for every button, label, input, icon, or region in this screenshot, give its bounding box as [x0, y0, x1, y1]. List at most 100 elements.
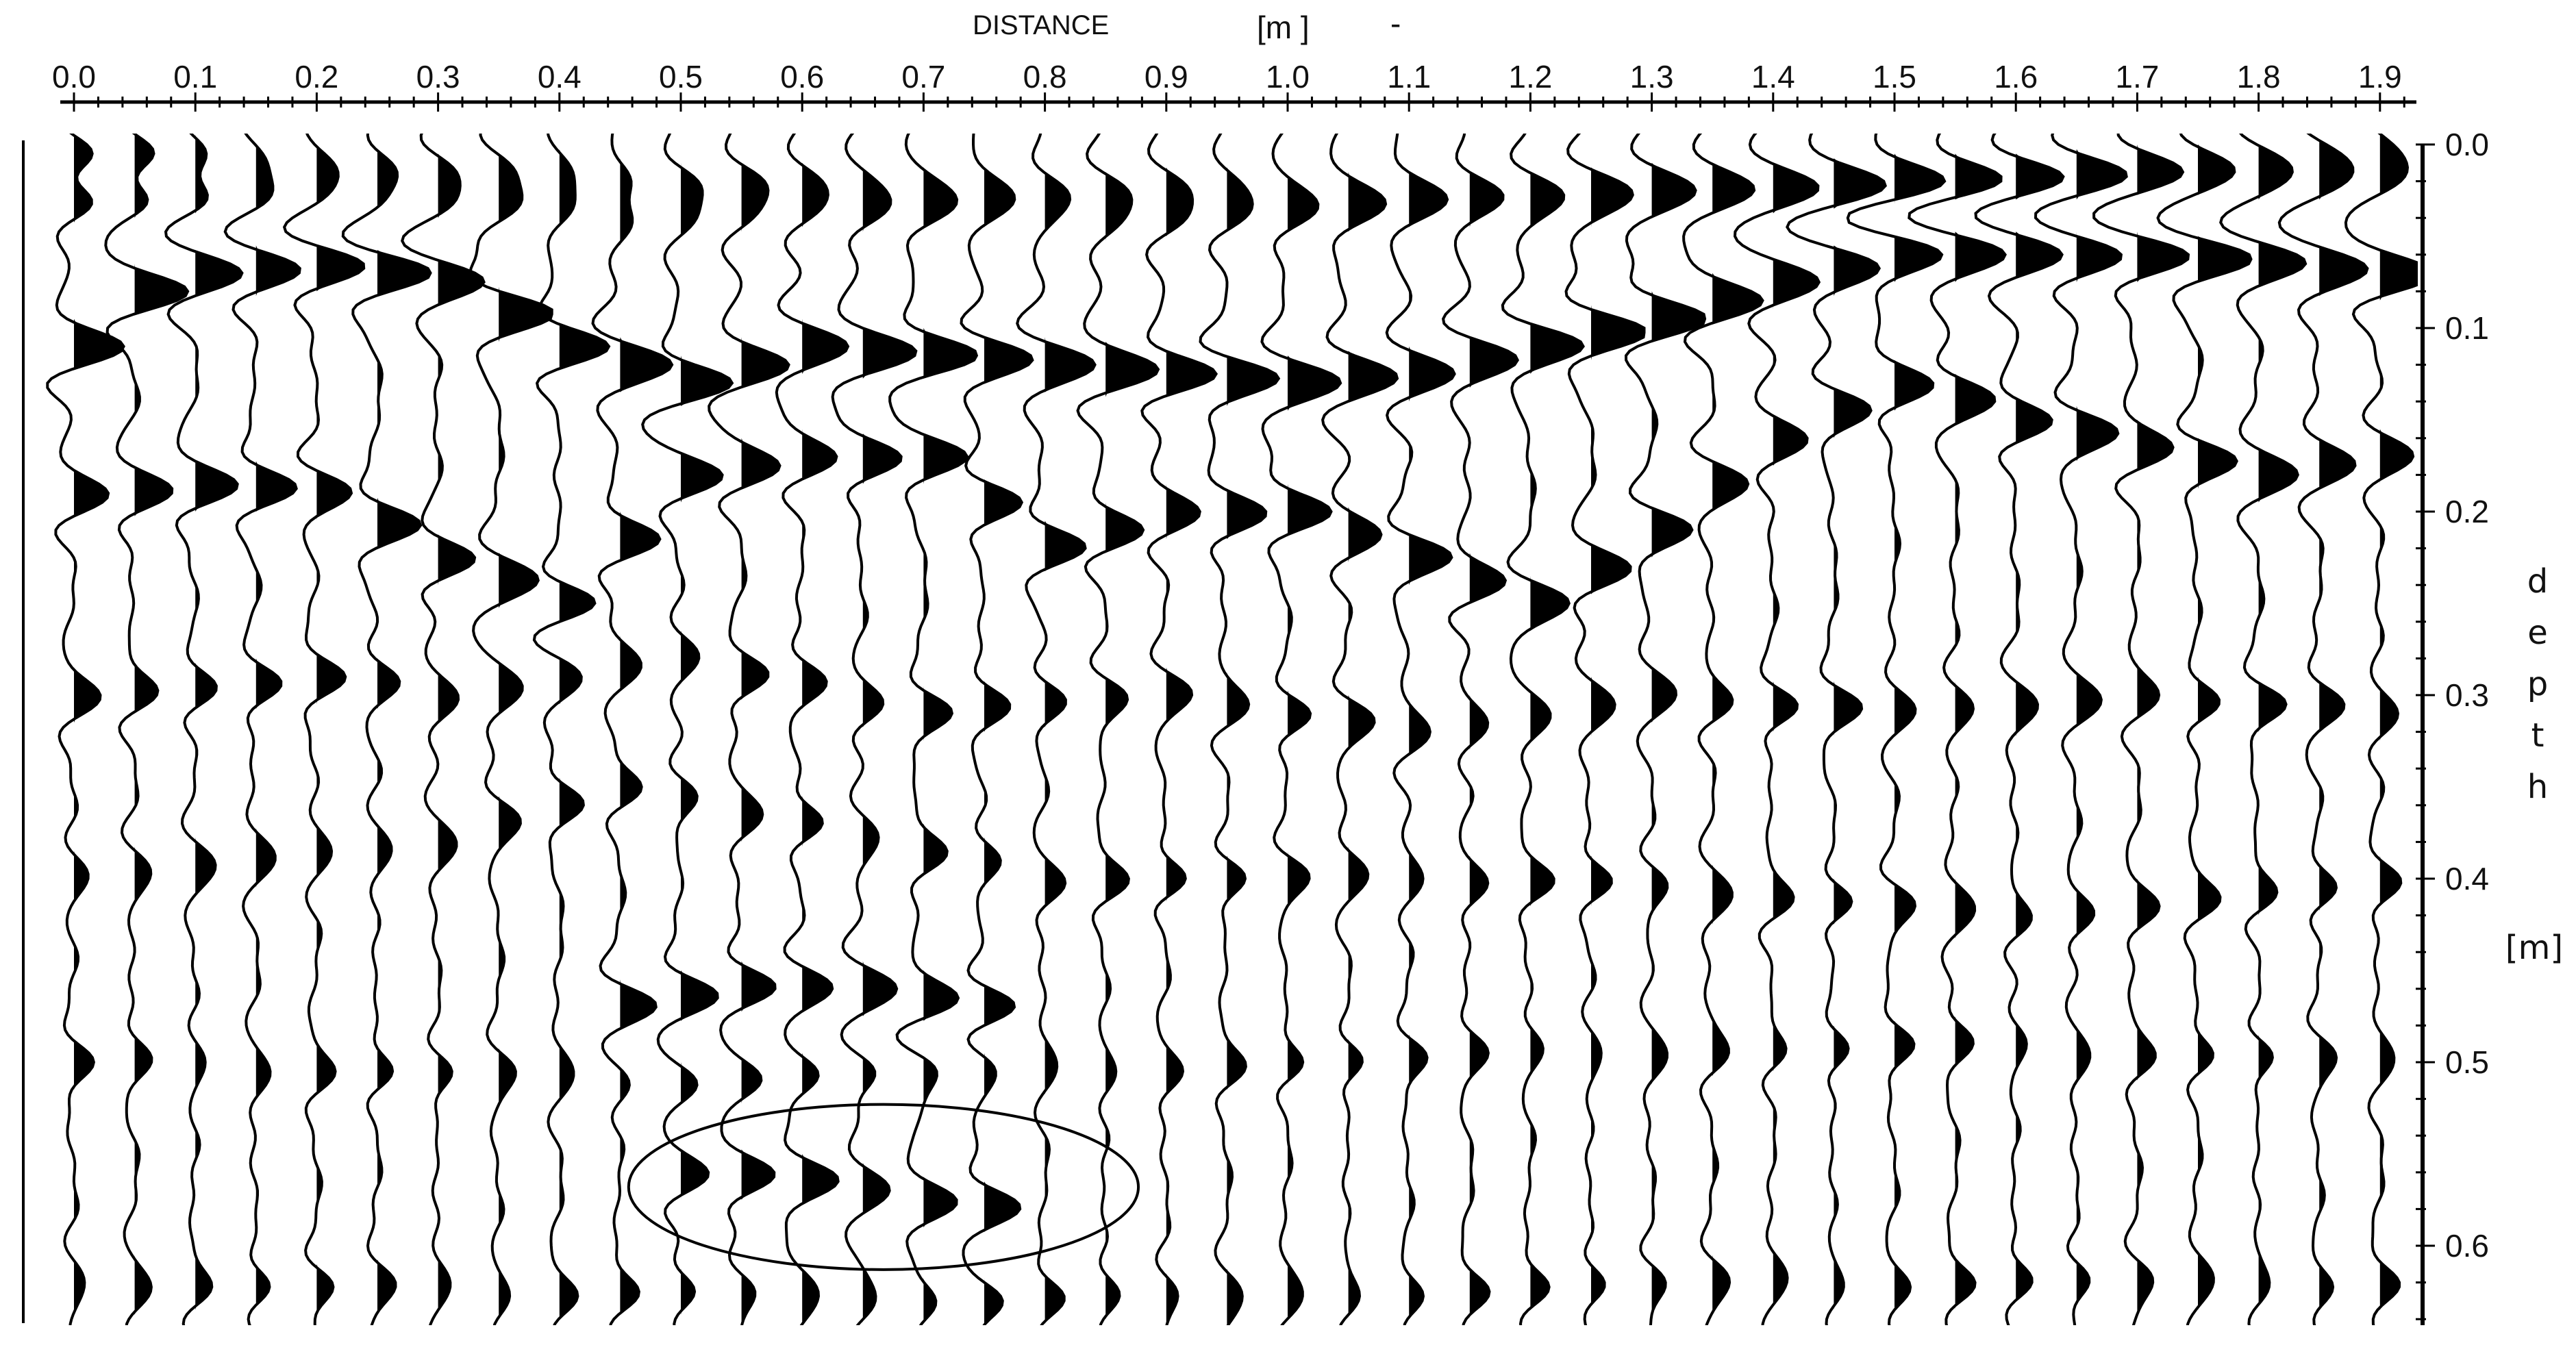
trace-0.15 [223, 134, 301, 1325]
x-tick-label: 1.0 [1266, 59, 1310, 95]
x-tick-label: 1.2 [1508, 59, 1552, 95]
trace-0.20 [282, 134, 366, 1325]
x-tick-label: 0.9 [1145, 59, 1188, 95]
trace-0.60 [775, 134, 850, 1325]
ellipse-annotation [627, 1103, 1140, 1271]
trace-fill-1.90 [2379, 134, 2418, 1325]
trace-1.80 [2219, 134, 2308, 1325]
trace-fill-0.80 [1045, 134, 1095, 1325]
x-tick-label: 1.7 [2115, 59, 2159, 95]
trace-fill-0.70 [923, 134, 977, 1325]
trace-fill-1.70 [2137, 134, 2188, 1325]
x-tick-label: 1.5 [1873, 59, 1916, 95]
trace-0.80 [1016, 134, 1097, 1325]
y-axis-unit: [m] [2505, 929, 2563, 967]
trace-fill-1.40 [1773, 134, 1819, 1325]
trace-1.70 [2092, 134, 2190, 1325]
x-tick-label: 0.7 [901, 59, 945, 95]
x-axis-unit: [m ] [1257, 10, 1310, 45]
trace-0.75 [960, 134, 1034, 1325]
trace-fill-0.55 [741, 134, 789, 1325]
x-tick-label: 1.3 [1630, 59, 1674, 95]
trace-fill-1.45 [1834, 134, 1886, 1325]
y-axis-title-letter: h [2527, 768, 2548, 806]
trace-fill-0.25 [377, 134, 431, 1325]
trace-fill-1.25 [1591, 134, 1645, 1325]
trace-1.75 [2156, 134, 2253, 1325]
y-tick-label: 0.3 [2445, 677, 2489, 713]
x-tick-label: 1.9 [2358, 59, 2402, 95]
trace-fill-1.75 [2198, 134, 2251, 1325]
trace-fill-1.60 [2016, 134, 2064, 1325]
x-axis: 0.0 0.1 0.2 0.3 0.4 0.5 0.6 0.7 0.8 0.9 1.0 1.1 1.2 1… [52, 59, 2416, 112]
trace-fill-1.00 [1288, 134, 1341, 1325]
trace-0.05 [104, 134, 190, 1325]
x-tick-label: 0.5 [659, 59, 703, 95]
x-tick-label: 1.6 [1994, 59, 2038, 95]
x-axis-title: DISTANCE [973, 10, 1109, 40]
trace-fill-0.15 [255, 134, 300, 1325]
trace-1.40 [1733, 134, 1821, 1325]
trace-1.85 [2277, 134, 2369, 1325]
trace-fill-1.10 [1409, 134, 1455, 1325]
x-tick-label: 0.0 [52, 59, 96, 95]
x-tick-label: 0.2 [295, 59, 338, 95]
x-tick-label: 0.4 [538, 59, 582, 95]
x-tick-label: 1.1 [1387, 59, 1431, 95]
trace-0.95 [1199, 134, 1281, 1325]
y-axis-title-letter: p [2527, 665, 2548, 703]
trace-0.70 [888, 134, 979, 1325]
trace-fill-1.65 [2076, 134, 2127, 1325]
trace-0.00 [46, 134, 125, 1325]
trace-fill-1.15 [1469, 134, 1518, 1325]
trace-0.50 [641, 134, 734, 1325]
trace-0.30 [401, 134, 486, 1325]
trace-1.10 [1385, 134, 1456, 1325]
trace-0.25 [341, 134, 432, 1325]
trace-0.35 [468, 134, 553, 1325]
trace-1.90 [2344, 134, 2418, 1325]
trace-1.60 [1974, 134, 2065, 1325]
traces [46, 134, 2418, 1325]
trace-1.15 [1442, 134, 1520, 1325]
trace-0.10 [164, 134, 244, 1325]
trace-fill-0.00 [74, 134, 124, 1325]
trace-fill-0.95 [1227, 134, 1279, 1325]
trace-fill-0.60 [802, 134, 848, 1325]
trace-fill-0.50 [681, 134, 732, 1325]
trace-1.05 [1321, 134, 1399, 1325]
y-tick-label: 0.1 [2445, 310, 2489, 346]
trace-fill-1.30 [1651, 134, 1705, 1325]
trace-fill-0.30 [438, 134, 484, 1325]
x-tick-label: 1.8 [2237, 59, 2281, 95]
y-axis: 0.0 0.1 0.2 0.3 0.4 0.5 0.6 [2416, 127, 2489, 1325]
y-tick-label: 0.6 [2445, 1228, 2489, 1264]
trace-0.55 [708, 134, 790, 1325]
trace-fill-1.05 [1348, 134, 1397, 1325]
trace-fill-0.65 [862, 134, 916, 1325]
y-tick-label: 0.0 [2445, 127, 2489, 162]
x-axis-mark: - [1390, 5, 1401, 41]
trace-fill-1.85 [2319, 134, 2368, 1325]
trace-fill-0.20 [316, 134, 364, 1325]
trace-0.40 [532, 134, 611, 1325]
x-tick-label: 0.3 [416, 59, 460, 95]
trace-1.35 [1682, 134, 1764, 1325]
trace-0.65 [831, 134, 918, 1325]
y-tick-label: 0.4 [2445, 861, 2489, 896]
y-tick-label: 0.5 [2445, 1044, 2489, 1080]
trace-1.50 [1846, 134, 1947, 1325]
x-tick-label: 0.6 [780, 59, 824, 95]
trace-fill-0.45 [620, 134, 673, 1325]
y-axis-title-letter: t [2531, 716, 2544, 755]
trace-0.90 [1140, 134, 1218, 1325]
trace-fill-0.85 [1105, 134, 1158, 1325]
trace-fill-1.55 [1955, 134, 2005, 1325]
x-tick-label: 1.4 [1751, 59, 1795, 95]
trace-fill-0.90 [1166, 134, 1216, 1325]
trace-1.25 [1564, 134, 1646, 1325]
trace-1.45 [1786, 134, 1887, 1325]
trace-fill-0.75 [984, 134, 1033, 1325]
